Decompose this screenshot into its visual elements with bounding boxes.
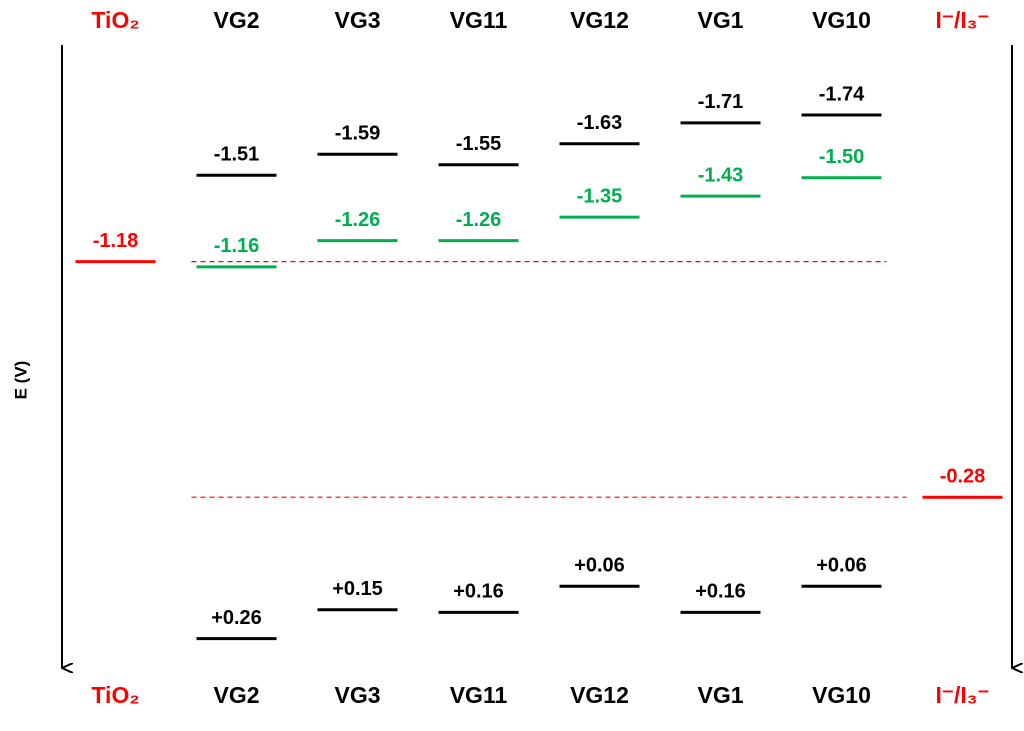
category-label: VG12	[570, 7, 629, 33]
level-label: -1.71	[698, 91, 744, 113]
category-label: VG1	[697, 682, 743, 708]
level-label: -1.43	[698, 164, 744, 186]
level-label: -1.63	[577, 112, 623, 134]
level-label: -1.35	[577, 185, 623, 207]
category-label: VG10	[812, 682, 871, 708]
category-label: TiO₂	[91, 682, 139, 708]
level-label: -1.51	[214, 143, 260, 165]
level-label: -1.74	[819, 83, 865, 105]
category-label: TiO₂	[91, 7, 139, 33]
category-label: VG1	[697, 7, 743, 33]
level-label: -1.59	[335, 123, 381, 145]
category-label: I⁻/I₃⁻	[935, 682, 989, 708]
level-label: -1.26	[456, 209, 502, 231]
category-label: VG3	[334, 682, 380, 708]
category-label: VG2	[213, 682, 259, 708]
y-axis-label: E (V)	[11, 361, 30, 400]
level-label: +0.06	[574, 555, 625, 577]
level-label: -1.18	[93, 230, 139, 252]
category-label: VG3	[334, 7, 380, 33]
level-label: -1.26	[335, 209, 381, 231]
category-label: VG12	[570, 682, 629, 708]
category-label: VG2	[213, 7, 259, 33]
category-label: VG10	[812, 7, 871, 33]
level-label: +0.06	[816, 555, 867, 577]
level-label: +0.15	[332, 578, 383, 600]
level-label: +0.16	[695, 581, 746, 603]
category-label: VG11	[450, 7, 508, 33]
level-label: -1.55	[456, 133, 502, 155]
level-label: -0.28	[940, 465, 986, 487]
level-label: -1.16	[214, 235, 260, 257]
level-label: -1.50	[819, 146, 865, 168]
level-label: +0.16	[453, 581, 504, 603]
category-label: I⁻/I₃⁻	[935, 7, 989, 33]
level-label: +0.26	[211, 607, 262, 629]
category-label: VG11	[450, 682, 508, 708]
